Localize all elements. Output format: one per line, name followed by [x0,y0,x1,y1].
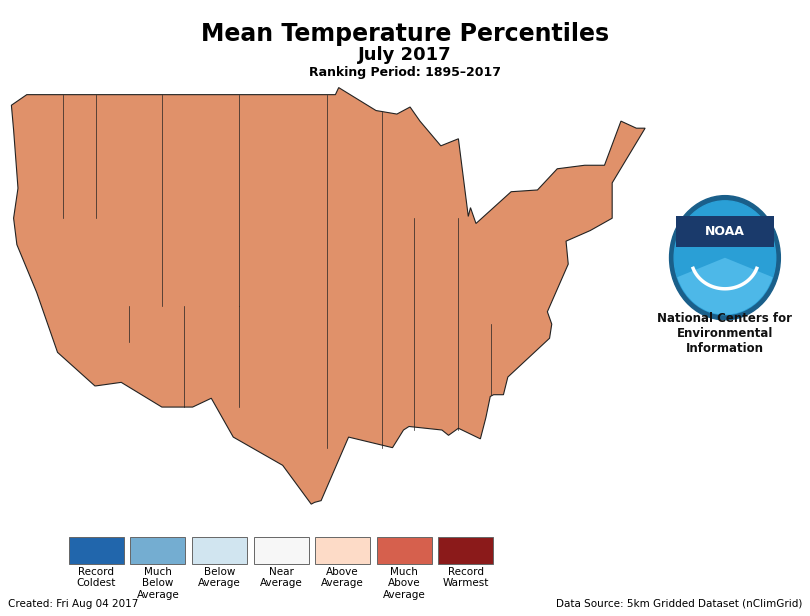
Text: Created: Fri Aug 04 2017: Created: Fri Aug 04 2017 [8,599,139,609]
Text: Much
Below
Average: Much Below Average [137,567,179,600]
Text: Ranking Period: 1895–2017: Ranking Period: 1895–2017 [309,66,501,79]
Circle shape [670,196,780,320]
Wedge shape [677,257,773,315]
Text: Record
Coldest: Record Coldest [77,567,116,588]
Text: Much
Above
Average: Much Above Average [383,567,425,600]
Text: Mean Temperature Percentiles: Mean Temperature Percentiles [201,22,609,46]
Text: NOAA: NOAA [705,225,745,238]
Text: Below
Average: Below Average [198,567,241,588]
Text: Near
Average: Near Average [260,567,302,588]
Text: Above
Average: Above Average [322,567,364,588]
Text: July 2017: July 2017 [358,46,452,64]
Circle shape [674,201,776,315]
Text: Record
Warmest: Record Warmest [442,567,489,588]
FancyBboxPatch shape [676,216,774,246]
Text: National Centers for
Environmental
Information: National Centers for Environmental Infor… [658,312,792,355]
Text: Data Source: 5km Gridded Dataset (nClimGrid): Data Source: 5km Gridded Dataset (nClimG… [556,599,802,609]
Polygon shape [11,87,645,504]
